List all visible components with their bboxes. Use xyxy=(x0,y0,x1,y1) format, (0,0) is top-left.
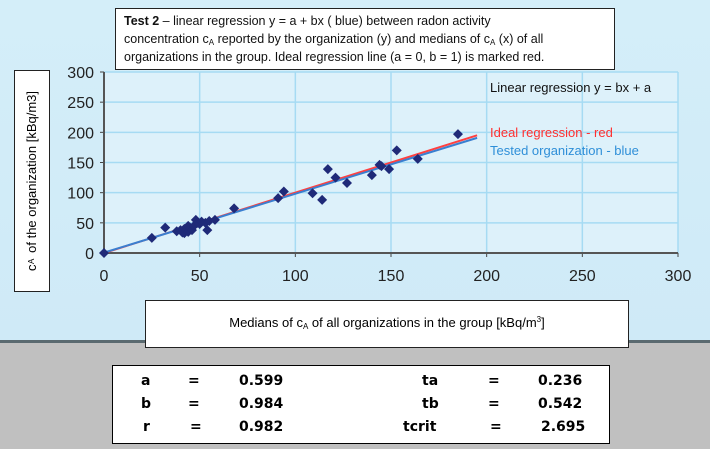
xlabel-a: Medians of c xyxy=(229,315,303,330)
data-point xyxy=(273,193,284,204)
stat-value: 0.984 xyxy=(239,396,284,412)
data-point xyxy=(322,164,333,175)
data-point xyxy=(202,225,213,236)
ylabel-c: c xyxy=(24,264,39,271)
subscript: A xyxy=(27,259,36,265)
xlabel-b: of all organizations in the group [kBq/m xyxy=(308,315,537,330)
title-line-2b: reported by the organization (y) and med… xyxy=(214,32,490,46)
data-point xyxy=(317,194,328,205)
title-line-2a: concentration c xyxy=(124,32,209,46)
x-tick-label: 250 xyxy=(569,268,596,285)
x-tick-label: 300 xyxy=(665,268,692,285)
title-line-3: organizations in the group. Ideal regres… xyxy=(124,50,545,64)
data-point xyxy=(330,172,341,183)
stat-key: b xyxy=(141,396,152,412)
stat-eq: = xyxy=(188,373,200,389)
title-bold: Test 2 xyxy=(124,14,160,28)
y-tick-label: 100 xyxy=(67,186,94,203)
data-point xyxy=(160,222,171,233)
y-tick-label: 150 xyxy=(67,156,94,173)
ylabel-text: of the organization [kBq/m3] xyxy=(24,91,39,257)
stat-eq: = xyxy=(490,419,502,435)
data-point xyxy=(391,145,402,156)
chart-title: Test 2 – linear regression y = a + bx ( … xyxy=(115,8,615,70)
y-tick-label: 50 xyxy=(76,216,94,233)
stat-key: ta xyxy=(422,373,439,389)
y-tick-label: 0 xyxy=(85,246,94,263)
data-point xyxy=(366,170,377,181)
stat-key: a xyxy=(141,373,151,389)
stat-key: tcrit xyxy=(403,419,437,435)
x-tick-label: 50 xyxy=(191,268,209,285)
data-point xyxy=(452,129,463,140)
title-line-2c: (x) of all xyxy=(495,32,544,46)
y-axis-label: cA of the organization [kBq/m3] xyxy=(14,70,50,292)
stat-eq: = xyxy=(190,419,202,435)
data-point xyxy=(278,186,289,197)
xlabel-c: ] xyxy=(541,315,545,330)
y-tick-label: 250 xyxy=(67,95,94,112)
stat-value: 0.542 xyxy=(538,396,583,412)
stat-value: 2.695 xyxy=(541,419,586,435)
subscript: A xyxy=(208,38,215,47)
y-tick-label: 300 xyxy=(67,65,94,82)
statistics-box: a = 0.599 b = 0.984 r = 0.982 ta = 0.236… xyxy=(112,365,610,444)
subscript: A xyxy=(302,322,309,331)
stat-value: 0.236 xyxy=(538,373,583,389)
data-point xyxy=(384,164,395,175)
stat-key: tb xyxy=(422,396,439,412)
x-tick-label: 0 xyxy=(100,268,109,285)
data-point xyxy=(229,203,240,214)
data-point xyxy=(307,188,318,199)
x-tick-label: 100 xyxy=(282,268,309,285)
legend-entry: Ideal regression - red xyxy=(490,125,613,140)
stat-eq: = xyxy=(488,396,500,412)
x-tick-label: 200 xyxy=(473,268,500,285)
subscript: A xyxy=(489,38,496,47)
stat-value: 0.982 xyxy=(239,419,284,435)
data-point xyxy=(376,161,387,172)
x-tick-label: 150 xyxy=(378,268,405,285)
y-tick-label: 200 xyxy=(67,125,94,142)
stat-eq: = xyxy=(488,373,500,389)
stat-key: r xyxy=(143,419,150,435)
data-point xyxy=(341,178,352,189)
x-axis-label: Medians of cA of all organizations in th… xyxy=(145,300,629,348)
data-point xyxy=(209,214,220,225)
legend-entry: Tested organization - blue xyxy=(490,143,639,158)
data-point xyxy=(412,153,423,164)
title-line-1: – linear regression y = a + bx ( blue) b… xyxy=(159,14,491,28)
superscript: 3 xyxy=(536,315,542,324)
stat-value: 0.599 xyxy=(239,373,284,389)
data-point xyxy=(99,248,109,258)
scatter-chart: 0 50 100 150 200 250 300 0 50 100 150 200 250 300 Line… xyxy=(67,65,692,285)
data-point xyxy=(146,232,157,243)
stat-eq: = xyxy=(188,396,200,412)
legend-entry: Linear regression y = bx + a xyxy=(490,80,652,95)
